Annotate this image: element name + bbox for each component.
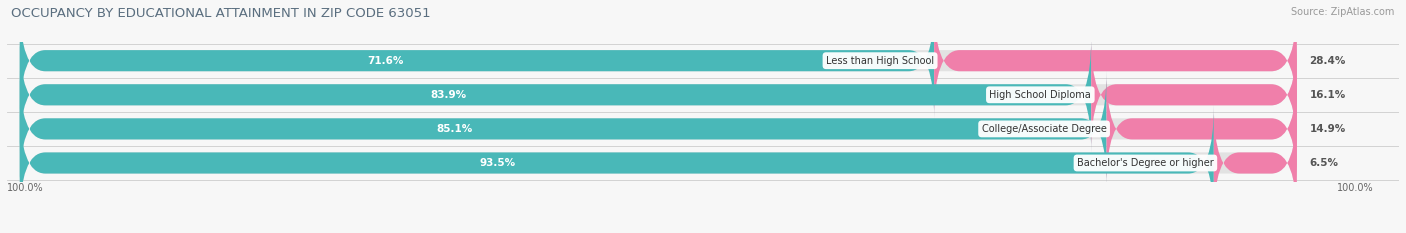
Text: 28.4%: 28.4%: [1309, 56, 1346, 66]
Text: High School Diploma: High School Diploma: [990, 90, 1091, 100]
Text: Less than High School: Less than High School: [825, 56, 934, 66]
Text: 71.6%: 71.6%: [367, 56, 404, 66]
Text: Bachelor's Degree or higher: Bachelor's Degree or higher: [1077, 158, 1213, 168]
FancyBboxPatch shape: [20, 37, 1296, 152]
FancyBboxPatch shape: [1107, 71, 1296, 186]
Text: 100.0%: 100.0%: [7, 183, 44, 193]
FancyBboxPatch shape: [934, 3, 1296, 118]
Text: 16.1%: 16.1%: [1309, 90, 1346, 100]
Text: 6.5%: 6.5%: [1309, 158, 1339, 168]
Text: 83.9%: 83.9%: [430, 90, 467, 100]
Text: 100.0%: 100.0%: [1337, 183, 1374, 193]
FancyBboxPatch shape: [20, 71, 1107, 186]
FancyBboxPatch shape: [20, 71, 1296, 186]
FancyBboxPatch shape: [20, 37, 1091, 152]
FancyBboxPatch shape: [20, 105, 1213, 221]
FancyBboxPatch shape: [20, 3, 1296, 118]
FancyBboxPatch shape: [20, 3, 934, 118]
Text: 14.9%: 14.9%: [1309, 124, 1346, 134]
Text: College/Associate Degree: College/Associate Degree: [981, 124, 1107, 134]
FancyBboxPatch shape: [1091, 37, 1296, 152]
Text: OCCUPANCY BY EDUCATIONAL ATTAINMENT IN ZIP CODE 63051: OCCUPANCY BY EDUCATIONAL ATTAINMENT IN Z…: [11, 7, 430, 20]
Text: Source: ZipAtlas.com: Source: ZipAtlas.com: [1291, 7, 1395, 17]
FancyBboxPatch shape: [1213, 105, 1296, 221]
Text: 85.1%: 85.1%: [436, 124, 472, 134]
Text: 93.5%: 93.5%: [479, 158, 516, 168]
FancyBboxPatch shape: [20, 105, 1296, 221]
